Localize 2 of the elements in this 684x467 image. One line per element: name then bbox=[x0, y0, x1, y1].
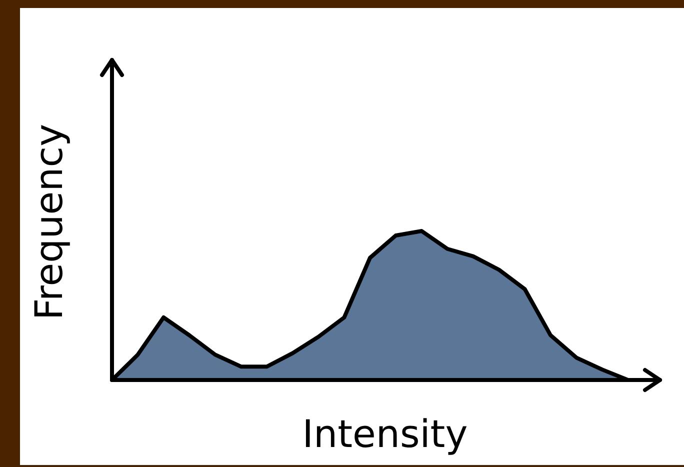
x-axis-title: Intensity bbox=[302, 412, 468, 456]
y-axis-title: Frequency bbox=[27, 124, 71, 320]
